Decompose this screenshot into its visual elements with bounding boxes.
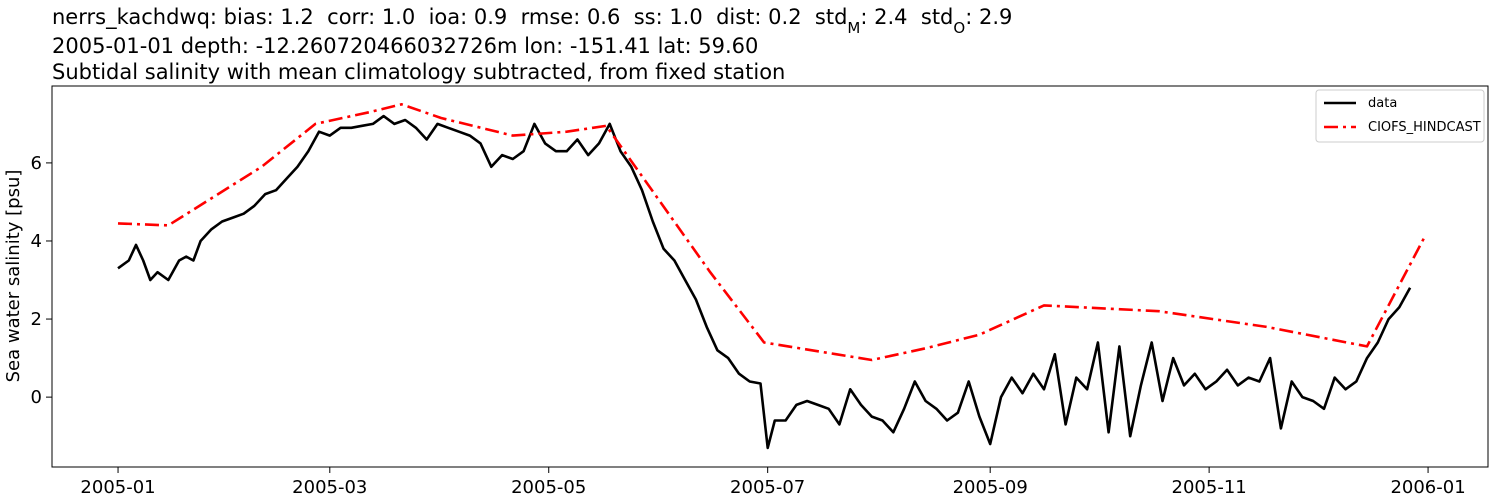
y-axis-label: Sea water salinity [psu] — [3, 170, 24, 383]
title-segment: M — [847, 19, 860, 37]
x-tick-label: 2005-05 — [511, 477, 586, 498]
series-line — [117, 103, 1426, 362]
title-segment: : 2.9 — [965, 5, 1012, 29]
y-tick-label: 6 — [31, 153, 42, 174]
y-tick-label: 2 — [31, 309, 42, 330]
y-tick-label: 0 — [31, 387, 42, 408]
legend-label: data — [1368, 96, 1397, 111]
x-tick-label: 2005-11 — [1172, 477, 1247, 498]
chart-title: Subtidal salinity with mean climatology … — [52, 60, 785, 84]
title-segment: : 2.4 std — [860, 5, 953, 29]
x-tick-label: 2005-09 — [953, 477, 1028, 498]
legend-box — [1315, 89, 1485, 143]
title-segment: O — [953, 19, 965, 37]
chart-subtitle: 2005-01-01 depth: -12.260720466032726m l… — [52, 34, 758, 58]
x-tick-label: 2005-01 — [80, 477, 155, 498]
x-tick-label: 2005-07 — [730, 477, 805, 498]
legend-label: CIOFS_HINDCAST — [1368, 120, 1481, 135]
plot-frame — [51, 85, 1489, 468]
x-tick-label: 2005-03 — [292, 477, 367, 498]
x-tick-label: 2006-01 — [1390, 477, 1465, 498]
y-tick-label: 4 — [31, 231, 42, 252]
title-segment: nerrs_kachdwq: bias: 1.2 corr: 1.0 ioa: … — [52, 5, 847, 30]
chart-title-line: nerrs_kachdwq: bias: 1.2 corr: 1.0 ioa: … — [52, 5, 1012, 37]
series-line — [117, 114, 1412, 450]
